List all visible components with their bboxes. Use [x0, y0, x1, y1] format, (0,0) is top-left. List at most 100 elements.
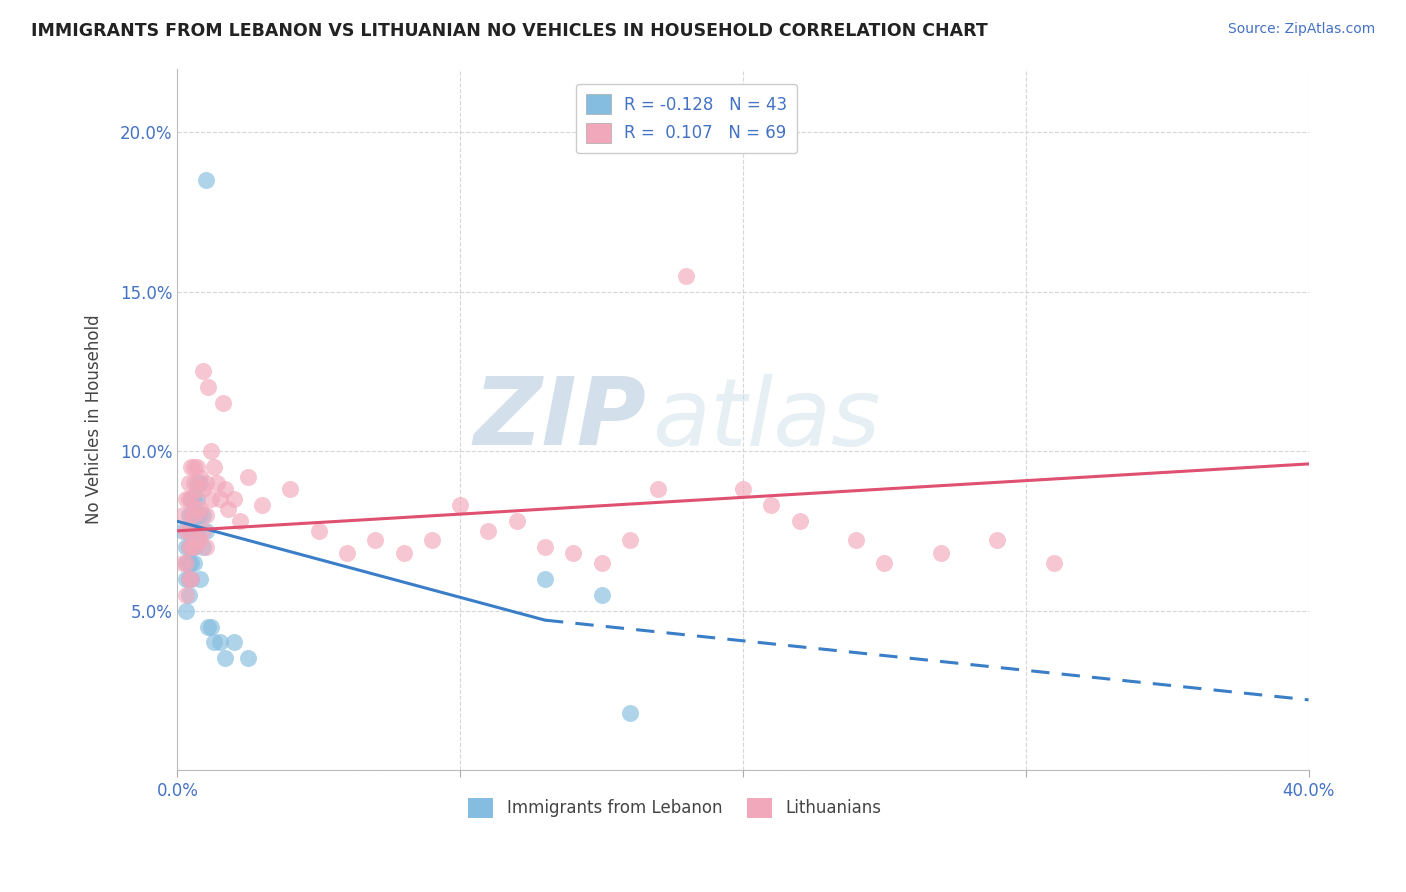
Point	[188, 508, 211, 522]
Point	[208, 635, 231, 649]
Point	[202, 635, 225, 649]
Point	[177, 524, 200, 538]
Point	[619, 533, 641, 548]
Point	[731, 483, 754, 497]
Point	[205, 476, 228, 491]
Point	[174, 572, 197, 586]
Point	[177, 556, 200, 570]
Point	[174, 524, 197, 538]
Point	[194, 508, 217, 522]
Point	[194, 524, 217, 538]
Point	[202, 460, 225, 475]
Point	[174, 491, 197, 506]
Point	[186, 460, 208, 475]
Point	[591, 556, 613, 570]
Point	[180, 572, 202, 586]
Point	[449, 499, 471, 513]
Point	[186, 491, 208, 506]
Point	[197, 619, 219, 633]
Point	[180, 524, 202, 538]
Point	[188, 469, 211, 483]
Point	[183, 508, 205, 522]
Text: atlas: atlas	[652, 374, 880, 465]
Point	[183, 540, 205, 554]
Point	[591, 588, 613, 602]
Point	[177, 572, 200, 586]
Point	[619, 706, 641, 720]
Text: IMMIGRANTS FROM LEBANON VS LITHUANIAN NO VEHICLES IN HOUSEHOLD CORRELATION CHART: IMMIGRANTS FROM LEBANON VS LITHUANIAN NO…	[31, 22, 987, 40]
Text: ZIP: ZIP	[474, 373, 647, 466]
Point	[280, 483, 302, 497]
Point	[191, 483, 214, 497]
Legend: Immigrants from Lebanon, Lithuanians: Immigrants from Lebanon, Lithuanians	[461, 791, 889, 825]
Point	[188, 533, 211, 548]
Point	[1043, 556, 1066, 570]
Point	[845, 533, 868, 548]
Point	[873, 556, 896, 570]
Point	[180, 540, 202, 554]
Point	[180, 508, 202, 522]
Point	[183, 540, 205, 554]
Point	[180, 540, 202, 554]
Point	[222, 491, 245, 506]
Point	[364, 533, 387, 548]
Point	[228, 514, 250, 528]
Point	[180, 508, 202, 522]
Point	[222, 635, 245, 649]
Point	[214, 651, 236, 665]
Point	[180, 491, 202, 506]
Point	[186, 476, 208, 491]
Point	[929, 546, 952, 560]
Point	[200, 444, 222, 458]
Text: Source: ZipAtlas.com: Source: ZipAtlas.com	[1227, 22, 1375, 37]
Point	[177, 491, 200, 506]
Point	[183, 460, 205, 475]
Point	[177, 540, 200, 554]
Point	[177, 508, 200, 522]
Point	[214, 483, 236, 497]
Point	[188, 476, 211, 491]
Y-axis label: No Vehicles in Household: No Vehicles in Household	[86, 315, 103, 524]
Point	[172, 556, 194, 570]
Point	[200, 491, 222, 506]
Point	[562, 546, 585, 560]
Point	[191, 524, 214, 538]
Point	[186, 524, 208, 538]
Point	[183, 491, 205, 506]
Point	[180, 460, 202, 475]
Point	[505, 514, 527, 528]
Point	[186, 508, 208, 522]
Point	[250, 499, 273, 513]
Point	[675, 268, 697, 283]
Point	[188, 501, 211, 516]
Point	[174, 603, 197, 617]
Point	[177, 540, 200, 554]
Point	[308, 524, 330, 538]
Point	[217, 501, 239, 516]
Point	[183, 556, 205, 570]
Point	[186, 533, 208, 548]
Point	[236, 651, 259, 665]
Point	[336, 546, 359, 560]
Point	[186, 501, 208, 516]
Point	[197, 380, 219, 394]
Point	[183, 508, 205, 522]
Point	[194, 540, 217, 554]
Point	[194, 476, 217, 491]
Point	[177, 588, 200, 602]
Point	[420, 533, 443, 548]
Point	[174, 588, 197, 602]
Point	[174, 556, 197, 570]
Point	[200, 619, 222, 633]
Point	[180, 556, 202, 570]
Point	[183, 476, 205, 491]
Point	[208, 491, 231, 506]
Point	[172, 508, 194, 522]
Point	[188, 572, 211, 586]
Point	[236, 469, 259, 483]
Point	[194, 173, 217, 187]
Point	[186, 483, 208, 497]
Point	[177, 524, 200, 538]
Point	[211, 396, 233, 410]
Point	[986, 533, 1008, 548]
